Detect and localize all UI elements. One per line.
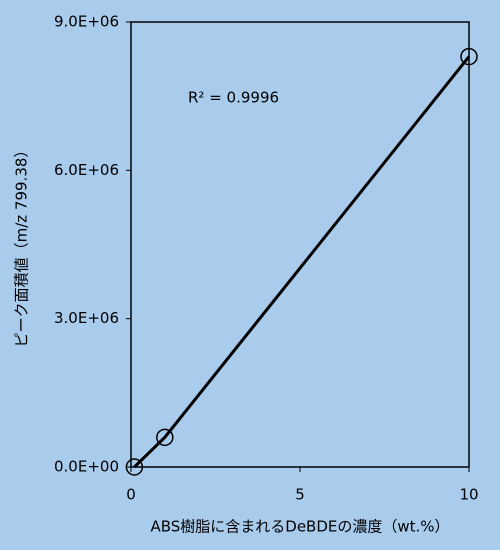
y-tick-label: 9.0E+06 — [54, 13, 119, 31]
x-tick-label: 0 — [126, 486, 136, 504]
annotation: R² = 0.9996 — [188, 89, 279, 107]
x-tick-label: 5 — [295, 486, 305, 504]
fit-line — [133, 55, 471, 469]
x-tick-label: 10 — [459, 486, 478, 504]
y-tick-label: 6.0E+06 — [54, 161, 119, 179]
y-axis-title: ピーク面積値（m/z 799.38） — [13, 143, 31, 348]
data-point — [460, 47, 478, 66]
y-tick-label: 0.0E+00 — [54, 458, 119, 476]
data-point — [125, 458, 144, 476]
plot-frame — [130, 21, 470, 468]
y-tick-label: 3.0E+06 — [54, 309, 119, 327]
data-point — [156, 428, 174, 447]
x-axis-title: ABS樹脂に含まれるDeBDEの濃度（wt.%） — [150, 518, 449, 536]
